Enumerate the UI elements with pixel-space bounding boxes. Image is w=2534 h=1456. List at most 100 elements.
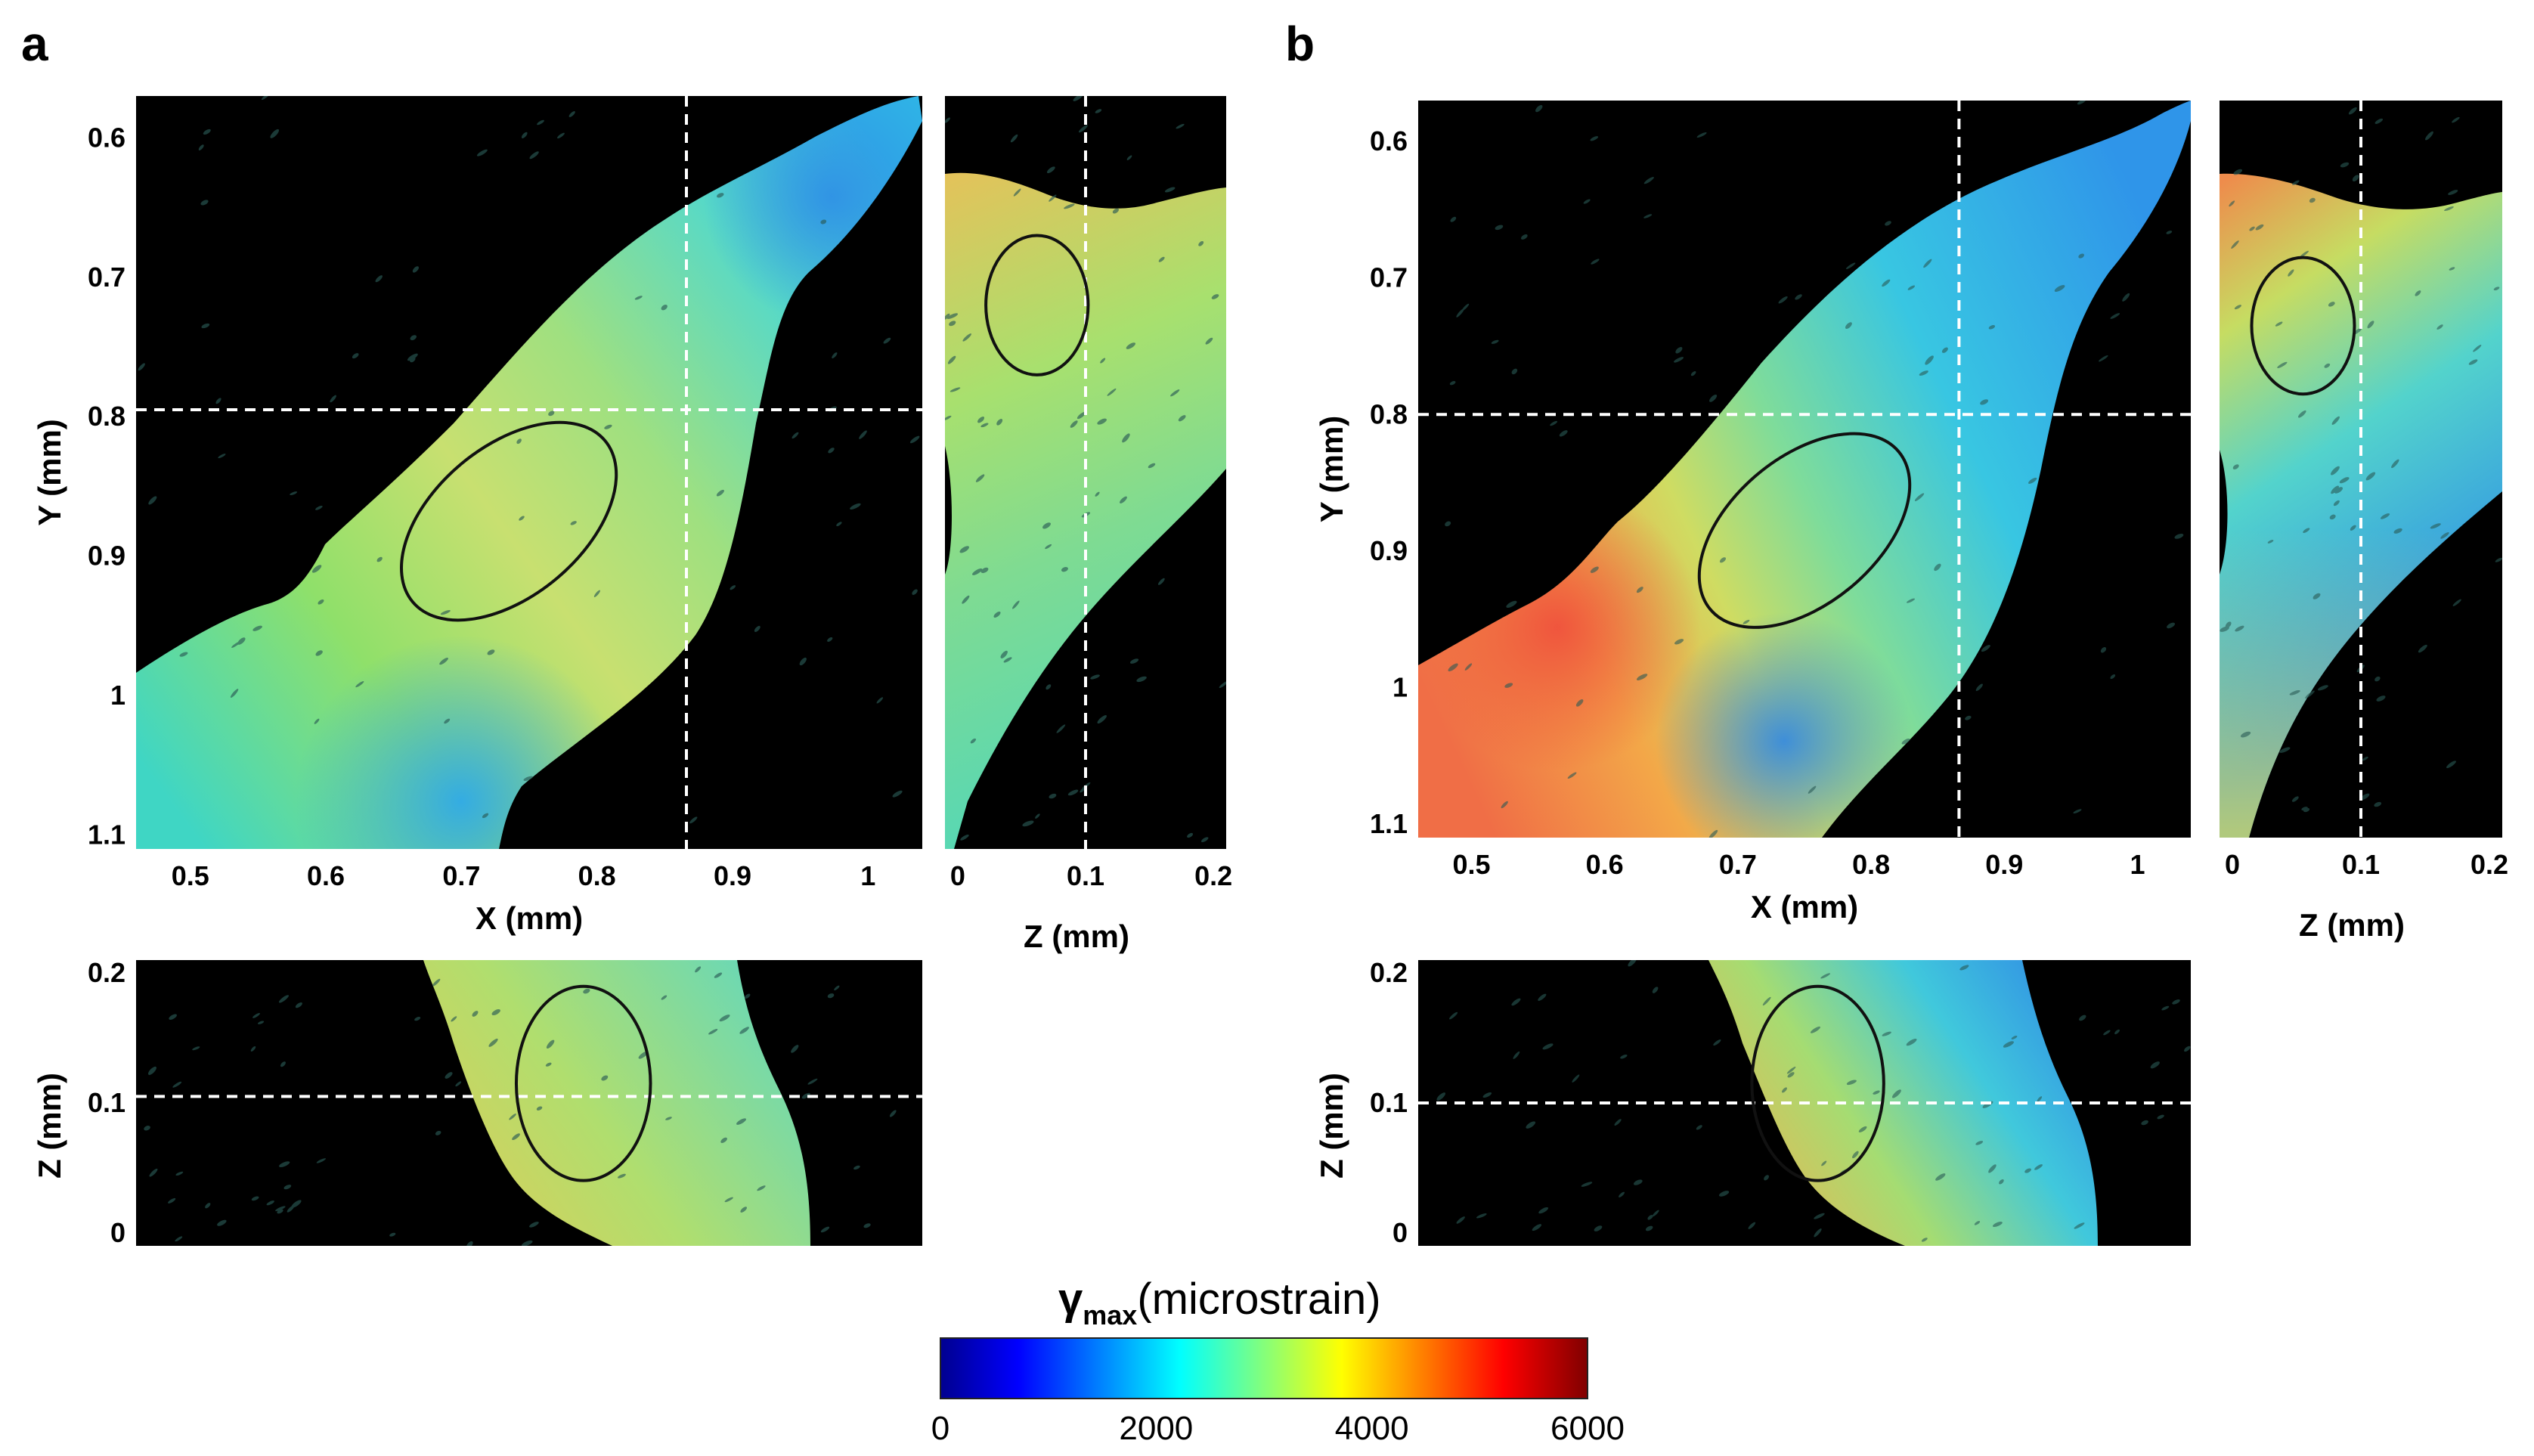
lacuna [2292,180,2300,185]
lacuna [993,612,1001,618]
lacuna [200,200,209,206]
lacuna [487,649,495,655]
lacuna [689,816,698,824]
lacuna [315,650,323,656]
lacuna [2122,293,2130,302]
lacuna [1112,208,1120,214]
panel-b-zy-xtick-label: 0.2 [2470,849,2508,880]
lacuna [1035,813,1040,819]
lacuna [791,432,799,439]
lacuna [2440,531,2449,539]
lacuna [1000,650,1008,658]
lacuna [820,1226,830,1233]
lacuna [1673,357,1684,363]
lacuna [714,972,723,978]
lacuna [2374,801,2382,807]
lacuna [980,567,989,574]
lacuna [1633,1179,1643,1185]
lacuna [1882,279,1891,287]
lacuna [1450,216,1457,222]
lacuna [2161,1005,2170,1011]
lacuna [1709,394,1718,402]
colorbar-tick-label: 2000 [1119,1410,1193,1447]
panel-a-zy-overlay: 0 0.1 0.2 Z (mm) [950,96,1232,954]
lacuna [892,790,903,798]
lacuna [314,718,320,724]
lacuna [280,1061,286,1067]
panel-b-xz-ytick-label: 0.1 [1370,1087,1408,1118]
panel-a-xy-ytick-label: 0.9 [88,541,125,572]
lacuna [472,1011,479,1017]
lacuna [1925,355,1934,365]
lacuna [290,491,298,496]
lacuna [277,1209,283,1214]
panel-a-xy-region-outline [400,420,618,622]
lacuna [1211,294,1219,299]
lacuna [445,1072,453,1079]
lacuna [2267,540,2274,544]
lacuna [1762,996,1771,1006]
lacuna [2275,321,2283,327]
lacuna [1981,644,1990,652]
lacuna [1845,262,1856,270]
lacuna [661,995,668,1000]
lacuna [1590,566,1599,573]
lacuna [1572,1074,1580,1083]
panel-a-xy-ytick-label: 0.7 [88,262,125,293]
lacuna [407,353,418,361]
panel-b-xy-ylabel: Y (mm) [1314,416,1349,523]
lacuna [2279,747,2291,753]
panel-a-xy-ytick-label: 1 [110,680,125,711]
lacuna [1636,587,1643,593]
lacuna [172,1081,182,1088]
lacuna [960,834,969,841]
lacuna [2339,477,2350,484]
panel-a-xy-view [136,96,922,849]
lacuna [2374,676,2381,682]
lacuna [1219,681,1226,689]
lacuna [2448,190,2458,195]
panel-a-xz-lacunae [144,966,897,1246]
lacuna [1643,214,1653,218]
colorbar-tick-label: 0 [931,1410,949,1447]
lacuna [739,1027,749,1034]
lacuna [1619,1191,1625,1197]
lacuna [601,1075,609,1081]
lacuna [1482,1092,1492,1098]
lacuna [283,1185,292,1190]
lacuna [1821,1160,1827,1166]
lacuna [2331,466,2340,476]
lacuna [2003,1041,2014,1048]
panel-a-xy-ytick-label: 0.6 [88,122,125,153]
lacuna [1126,342,1136,349]
lacuna [148,496,157,505]
lacuna [2313,593,2321,599]
panel-b-zy-xtick-label: 0.1 [2342,849,2380,880]
lacuna [1808,785,1817,794]
lacuna [1542,1043,1554,1050]
lacuna [439,657,448,665]
lacuna [1559,430,1568,437]
lacuna [695,966,702,973]
lacuna [2367,321,2374,329]
lacuna [1901,738,1910,745]
colorbar-tick-label: 4000 [1335,1410,1409,1447]
lacuna [279,1161,290,1167]
lacuna [1073,96,1083,101]
panel-b-xy-xtick-label: 0.9 [1985,849,2023,880]
lacuna [1535,104,1543,113]
lacuna [665,1117,672,1120]
lacuna [708,1029,718,1035]
panel-b-xy-ytick-label: 0.9 [1370,535,1408,566]
lacuna [568,111,575,117]
lacuna [1538,993,1547,1001]
lacuna [2074,1222,2085,1229]
lacuna [1513,1051,1520,1059]
lacuna [529,1222,539,1228]
lacuna [2317,685,2328,691]
lacuna [1464,663,1473,671]
lacuna [1495,225,1504,231]
lacuna [1198,240,1204,246]
lacuna [2079,1015,2086,1021]
lacuna [2430,523,2441,529]
